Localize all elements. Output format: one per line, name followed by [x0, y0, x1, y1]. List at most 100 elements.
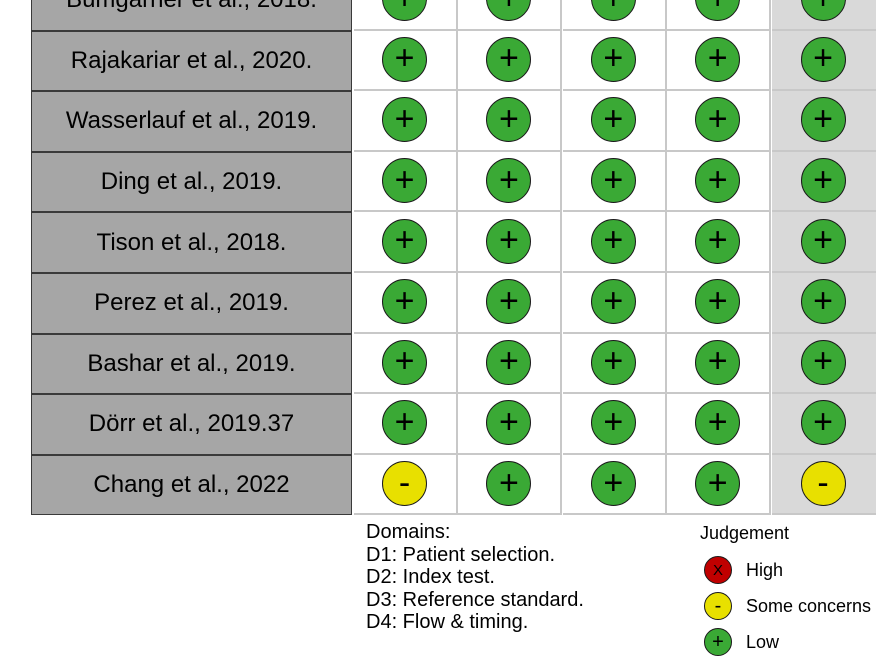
judgement-cell: +	[354, 30, 458, 92]
judgement-cell: +	[667, 212, 772, 273]
judgement-mark: +	[695, 218, 741, 264]
domain-d2: D2: Index test.	[366, 566, 495, 588]
judgement-mark: +	[486, 36, 532, 82]
judgement-mark: +	[590, 461, 636, 507]
domain-d1: D1: Patient selection.	[366, 543, 555, 566]
study-label: Tison et al., 2018.	[31, 212, 352, 273]
judgement-cell: +	[771, 394, 876, 455]
judgement-mark: +	[800, 0, 846, 22]
judgement-cell: +	[562, 273, 667, 334]
judgement-cell: +	[354, 212, 458, 273]
judgement-mark: +	[590, 339, 636, 385]
judgement-mark: +	[382, 279, 427, 325]
judgement-cell: +	[354, 333, 458, 395]
judgement-legend-title: Judgement	[700, 523, 790, 543]
judgement-cell: +	[667, 333, 772, 395]
judgement-cell: +	[354, 151, 458, 213]
judgement-mark: +	[382, 339, 427, 385]
legend-swatch: X	[704, 556, 732, 584]
judgement-mark: +	[695, 97, 741, 143]
study-label: Bashar et al., 2019.	[31, 333, 352, 395]
judgement-mark: +	[486, 400, 532, 446]
judgement-mark: +	[800, 158, 846, 204]
legend-label: High	[746, 559, 784, 580]
judgement-mark: +	[486, 339, 532, 385]
judgement-cell: +	[771, 212, 876, 273]
judgement-cell: +	[458, 91, 563, 152]
judgement-mark: -	[800, 461, 846, 507]
judgement-cell: +	[562, 0, 667, 31]
legend-item: - Some concerns	[704, 592, 871, 620]
judgement-cell: -	[771, 454, 876, 516]
domain-d3: D3: Reference standard.	[366, 588, 584, 611]
judgement-mark: +	[382, 218, 427, 264]
judgement-mark: +	[486, 0, 532, 22]
legend-item: X High	[704, 556, 783, 584]
judgement-cell: +	[562, 394, 667, 455]
judgement-mark: +	[800, 279, 846, 325]
judgement-mark: +	[590, 97, 636, 143]
judgement-mark: +	[590, 218, 636, 264]
judgement-mark: +	[382, 97, 427, 143]
judgement-mark: +	[590, 158, 636, 204]
judgement-mark: -	[382, 461, 427, 507]
judgement-cell: +	[771, 333, 876, 395]
judgement-cell: +	[562, 151, 667, 213]
judgement-mark: +	[695, 400, 741, 446]
judgement-mark: +	[800, 97, 846, 143]
judgement-cell: +	[354, 394, 458, 455]
judgement-mark: +	[486, 461, 532, 507]
judgement-cell: +	[562, 333, 667, 395]
judgement-cell: +	[771, 30, 876, 92]
judgement-cell: -	[354, 454, 458, 516]
judgement-cell: +	[458, 333, 563, 395]
judgement-mark: +	[695, 0, 741, 22]
legend-label: Low	[746, 631, 780, 652]
study-label: Dörr et al., 2019.37	[31, 394, 352, 455]
domain-d4: D4: Flow & timing.	[366, 611, 529, 633]
judgement-mark: +	[695, 158, 741, 204]
judgement-cell: +	[771, 151, 876, 213]
judgement-cell: +	[562, 454, 667, 516]
judgement-cell: +	[562, 91, 667, 152]
legend-label: Some concerns	[746, 595, 872, 616]
judgement-cell: +	[667, 394, 772, 455]
judgement-cell: +	[458, 151, 563, 213]
judgement-mark: +	[486, 218, 532, 264]
judgement-cell: +	[458, 273, 563, 334]
judgement-mark: +	[590, 36, 636, 82]
judgement-cell: +	[458, 212, 563, 273]
judgement-mark: +	[382, 158, 427, 204]
study-label: Bumgarner et al., 2018.	[31, 0, 352, 31]
domains-legend: Domains: D1: Patient selection. D2: Inde…	[366, 521, 584, 634]
judgement-cell: +	[458, 454, 563, 516]
study-label: Wasserlauf et al., 2019.	[31, 91, 352, 152]
judgement-mark: +	[590, 279, 636, 325]
judgement-cell: +	[667, 454, 772, 516]
judgement-cell: +	[562, 212, 667, 273]
judgement-mark: +	[800, 339, 846, 385]
risk-of-bias-grid: Bumgarner et al., 2018. + + + + + Rajakariar e…	[31, 0, 876, 516]
judgement-cell: +	[771, 0, 876, 31]
legend-item: + Low	[704, 628, 779, 656]
judgement-mark: +	[486, 97, 532, 143]
judgement-cell: +	[354, 273, 458, 334]
judgement-cell: +	[667, 273, 772, 334]
judgement-cell: +	[458, 0, 563, 31]
judgement-cell: +	[667, 30, 772, 92]
study-label: Ding et al., 2019.	[31, 151, 352, 213]
judgement-mark: +	[382, 36, 427, 82]
domains-title: Domains:	[366, 521, 451, 543]
judgement-mark: +	[382, 400, 427, 446]
judgement-mark: +	[590, 400, 636, 446]
judgement-cell: +	[458, 30, 563, 92]
judgement-cell: +	[354, 91, 458, 152]
legend-swatch: +	[704, 628, 732, 656]
judgement-cell: +	[667, 0, 772, 31]
judgement-mark: +	[800, 36, 846, 82]
judgement-cell: +	[771, 273, 876, 334]
judgement-mark: +	[382, 0, 427, 22]
study-label: Perez et al., 2019.	[31, 273, 352, 334]
judgement-cell: +	[667, 151, 772, 213]
judgement-cell: +	[771, 91, 876, 152]
